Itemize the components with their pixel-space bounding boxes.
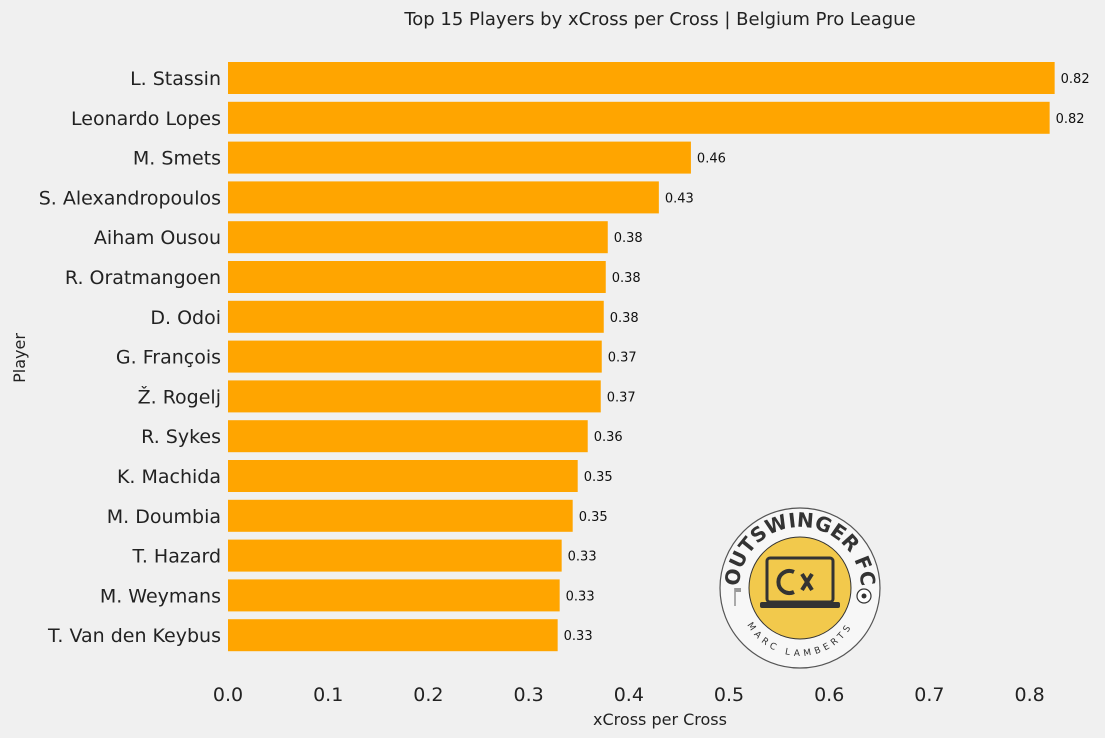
category-label: M. Smets: [133, 148, 221, 170]
category-label: D. Odoi: [150, 307, 221, 329]
bars-group: [228, 62, 1055, 652]
bar-11: [228, 499, 573, 532]
bar-4: [228, 221, 608, 254]
category-label: K. Machida: [117, 466, 221, 488]
category-label: G. François: [116, 347, 221, 369]
data-label: 0.82: [1061, 72, 1090, 87]
bar-1: [228, 101, 1050, 134]
bar-8: [228, 380, 601, 413]
data-label: 0.33: [566, 589, 595, 604]
category-labels: L. Stassin Leonardo Lopes M. Smets S. Alexa…: [39, 68, 221, 647]
bar-9: [228, 420, 588, 453]
category-label: S. Alexandropoulos: [39, 187, 221, 209]
data-label: 0.35: [584, 470, 613, 485]
x-tick-label: 0.3: [513, 684, 543, 706]
y-axis-label: Player: [10, 333, 29, 383]
data-label: 0.37: [608, 351, 637, 366]
category-label: M. Weymans: [100, 585, 221, 607]
x-tick-label: 0.2: [413, 684, 443, 706]
football-icon: [856, 588, 872, 604]
bar-12: [228, 539, 562, 572]
data-label: 0.33: [564, 629, 593, 644]
category-label: Leonardo Lopes: [71, 108, 221, 130]
category-label: L. Stassin: [130, 68, 221, 90]
bar-14: [228, 619, 558, 652]
x-tick-label: 0.6: [814, 684, 844, 706]
category-label: T. Hazard: [131, 546, 221, 568]
x-tick-label: 0.8: [1014, 684, 1044, 706]
x-tick-label: 0.4: [614, 684, 644, 706]
data-label: 0.35: [579, 510, 608, 525]
data-labels: 0.82 0.82 0.46 0.43 0.38 0.38 0.38 0.37 0.37 0.36…: [564, 72, 1090, 644]
data-label: 0.33: [568, 550, 597, 565]
category-label: T. Van den Keybus: [47, 625, 221, 647]
x-tick-label: 0.1: [313, 684, 343, 706]
data-label: 0.38: [614, 231, 643, 246]
laptop-icon: [760, 556, 840, 608]
bar-6: [228, 300, 604, 333]
category-label: Ž. Rogelj: [138, 385, 221, 408]
x-ticks: 0.0 0.1 0.2 0.3 0.4 0.5 0.6 0.7 0.8: [213, 684, 1045, 706]
category-label: M. Doumbia: [107, 506, 221, 528]
data-label: 0.37: [607, 390, 636, 405]
data-label: 0.43: [665, 191, 694, 206]
category-label: R. Sykes: [141, 426, 221, 448]
x-tick-label: 0.0: [213, 684, 243, 706]
data-label: 0.46: [697, 152, 726, 167]
category-label: R. Oratmangoen: [65, 267, 221, 289]
x-tick-label: 0.7: [914, 684, 944, 706]
bar-13: [228, 579, 560, 612]
category-label: Aiham Ousou: [94, 227, 221, 249]
outswinger-fc-logo: OUTSWINGER FC MARC LAMBERTS: [719, 507, 881, 669]
bar-2: [228, 141, 691, 174]
data-label: 0.38: [610, 311, 639, 326]
data-label: 0.82: [1056, 112, 1085, 127]
chart-title: Top 15 Players by xCross per Cross | Bel…: [403, 9, 915, 30]
bar-0: [228, 62, 1055, 94]
bar-10: [228, 460, 578, 492]
bar-5: [228, 261, 606, 293]
data-label: 0.36: [594, 430, 623, 445]
x-axis-label: xCross per Cross: [593, 710, 727, 729]
bar-7: [228, 340, 602, 373]
corner-flag-icon: [734, 588, 741, 606]
x-tick-label: 0.5: [714, 684, 744, 706]
bar-3: [228, 181, 659, 214]
data-label: 0.38: [612, 271, 641, 286]
